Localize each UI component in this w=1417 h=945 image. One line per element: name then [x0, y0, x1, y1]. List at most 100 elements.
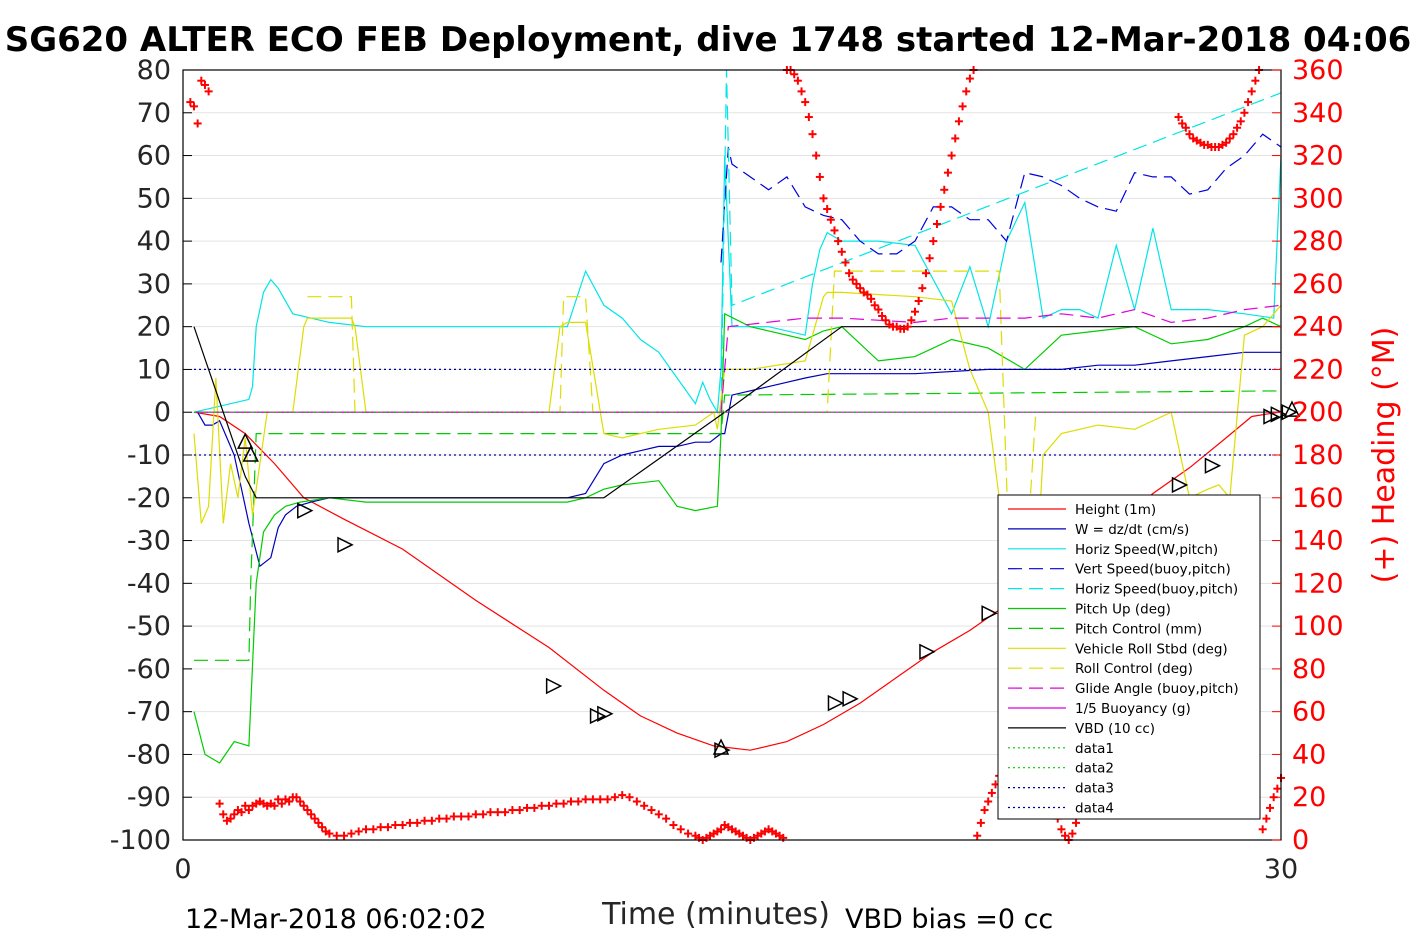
heading-point	[863, 290, 872, 299]
legend-label: W = dz/dt (cm/s)	[1075, 522, 1189, 538]
heading-point	[662, 814, 671, 823]
heading-point	[559, 799, 568, 808]
x-tick-label: 0	[174, 854, 191, 885]
heading-point	[918, 284, 927, 293]
heading-point	[383, 823, 392, 832]
left-y-ticks: 80 70 60 50 40 30 20 10 0 -10 -20 -30 -40 -50 -60 -70 -8…	[110, 55, 192, 856]
heading-point	[574, 797, 583, 806]
legend-label: Horiz Speed(buoy,pitch)	[1075, 582, 1238, 598]
heading-point	[625, 793, 634, 802]
right-tick-label: 140	[1292, 526, 1344, 557]
heading-point	[826, 215, 835, 224]
heading-point	[596, 795, 605, 804]
x-axis-label: Time (minutes)	[601, 897, 830, 932]
heading-point	[878, 311, 887, 320]
right-tick-label: 180	[1292, 440, 1344, 471]
heading-point	[790, 70, 799, 79]
right-tick-label: 100	[1292, 611, 1344, 642]
up-triangle-marker	[237, 432, 254, 449]
left-tick-label: -30	[127, 526, 171, 557]
heading-point	[808, 130, 817, 139]
x-ticks: 0 30	[174, 831, 1298, 885]
right-triangle-marker	[1171, 476, 1189, 494]
left-tick-label: -70	[127, 697, 171, 728]
heading-point	[943, 168, 952, 177]
heading-point	[449, 812, 458, 821]
right-tick-label: 20	[1292, 782, 1326, 813]
heading-point	[936, 202, 945, 211]
legend-label: data1	[1075, 741, 1114, 757]
heading-point	[1266, 803, 1275, 812]
heading-point	[204, 87, 213, 96]
left-tick-label: 10	[137, 354, 171, 385]
legend-label: Vehicle Roll Stbd (deg)	[1075, 641, 1228, 657]
heading-point	[984, 797, 993, 806]
heading-point	[362, 825, 370, 834]
series-line-w-dz-dt-cm-s	[197, 351, 1281, 568]
heading-point	[834, 237, 843, 246]
heading-point	[903, 322, 912, 331]
heading-point	[987, 788, 996, 797]
heading-point	[1222, 138, 1231, 147]
heading-point	[545, 801, 553, 810]
heading-point	[958, 102, 967, 111]
heading-point	[237, 808, 246, 817]
heading-point	[303, 806, 312, 815]
heading-point	[980, 806, 989, 815]
series-line-glide-angle-buoy-pitch	[194, 304, 1281, 413]
heading-point	[515, 806, 524, 815]
heading-point	[881, 316, 890, 325]
left-tick-label: -100	[110, 825, 171, 856]
heading-point	[1178, 119, 1187, 128]
heading-point	[435, 814, 444, 823]
heading-point	[870, 301, 879, 310]
heading-point	[669, 821, 678, 830]
series-line-pitch-control-mm	[194, 390, 1281, 661]
right-tick-label: 160	[1292, 483, 1344, 514]
heading-point	[193, 119, 202, 128]
footer-vbd-bias: VBD bias =0 cc	[845, 904, 1053, 935]
heading-point	[1247, 87, 1256, 96]
legend-label: data3	[1075, 781, 1114, 797]
heading-point	[841, 258, 850, 267]
legend-label: Height (1m)	[1075, 502, 1156, 518]
heading-point	[965, 74, 974, 83]
right-tick-label: 40	[1292, 739, 1326, 770]
heading-point	[797, 87, 806, 96]
heading-point	[398, 821, 407, 830]
heading-point	[230, 810, 239, 819]
heading-point	[479, 810, 488, 819]
left-tick-label: 40	[137, 226, 171, 257]
right-triangle-marker	[1281, 404, 1298, 421]
heading-point	[442, 814, 451, 823]
right-tick-label: 60	[1292, 697, 1326, 728]
heading-point	[277, 799, 286, 808]
right-triangle-marker	[842, 690, 859, 708]
heading-point	[310, 814, 319, 823]
heading-point	[292, 793, 301, 802]
left-tick-label: 60	[137, 141, 171, 172]
heading-point	[793, 76, 802, 85]
heading-point	[684, 829, 693, 838]
heading-point	[1068, 829, 1077, 838]
heading-point	[241, 801, 250, 810]
legend-label: Pitch Up (deg)	[1075, 602, 1171, 618]
heading-point	[1057, 825, 1066, 834]
heading-point	[270, 801, 279, 810]
heading-point	[299, 801, 308, 810]
right-triangle-marker	[1270, 406, 1288, 423]
heading-point	[1262, 814, 1271, 823]
heading-point	[457, 812, 466, 821]
heading-point	[603, 795, 612, 804]
heading-point	[1240, 108, 1249, 117]
heading-point	[508, 806, 517, 815]
heading-point	[354, 827, 363, 836]
heading-point	[1273, 784, 1282, 793]
heading-point	[932, 220, 941, 228]
heading-point	[296, 797, 305, 806]
right-tick-label: 340	[1292, 98, 1344, 129]
left-tick-label: -10	[127, 440, 171, 471]
legend-label: data4	[1075, 801, 1114, 817]
heading-point	[973, 831, 982, 840]
heading-point	[848, 275, 857, 284]
